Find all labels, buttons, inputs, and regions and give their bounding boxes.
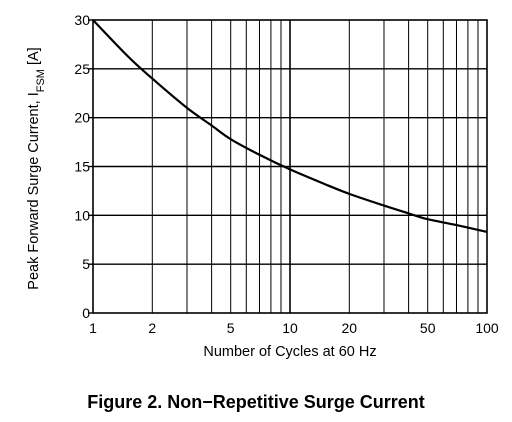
y-axis-title: Peak Forward Surge Current, IFSM [A] [26,47,47,289]
y-tick-label: 25 [74,61,90,77]
y-tick-label: 15 [74,159,90,175]
grid [93,20,487,313]
x-tick-label: 1 [89,320,97,336]
y-tick-label: 10 [74,207,90,223]
y-tick-label: 0 [82,305,90,321]
x-tick-labels: 1 2 5 10 20 50 100 [89,320,499,336]
y-axis-title-unit: [A] [26,47,42,69]
y-tick-label: 30 [74,12,90,28]
x-tick-label: 5 [227,320,235,336]
x-tick-label: 2 [148,320,156,336]
x-tick-label: 100 [475,320,499,336]
y-tick-label: 5 [82,256,90,272]
y-tick-labels: 0 5 10 15 20 25 30 [74,12,93,321]
y-axis-title-main: Peak Forward Surge Current, I [26,92,42,289]
y-tick-label: 20 [74,110,90,126]
surge-current-curve [92,19,488,234]
y-axis-title-subscript: FSM [35,69,47,92]
x-tick-label: 50 [420,320,436,336]
series-layer [92,19,488,234]
x-tick-label: 10 [282,320,298,336]
x-tick-label: 20 [342,320,358,336]
x-axis-title: Number of Cycles at 60 Hz [203,344,376,360]
figure-caption: Figure 2. Non−Repetitive Surge Current [87,392,425,412]
